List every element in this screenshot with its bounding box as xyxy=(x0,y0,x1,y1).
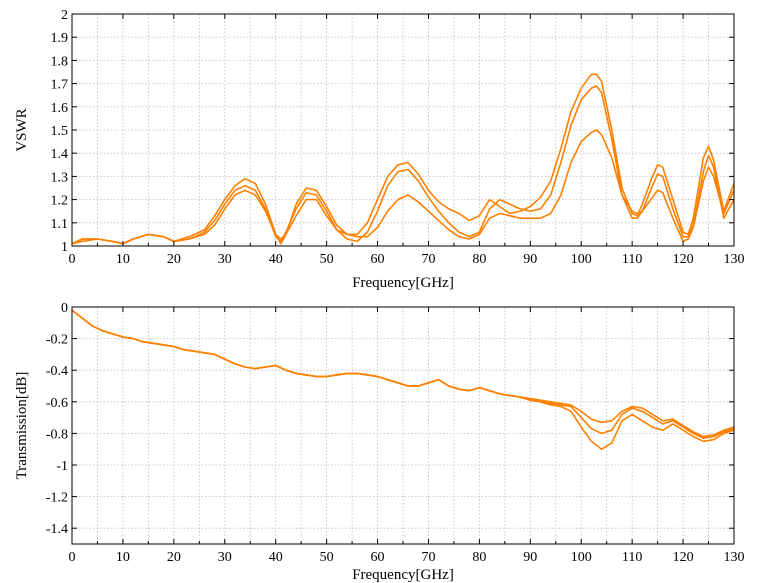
vswr-y-tick-label: 1 xyxy=(61,240,68,255)
vswr-x-tick-label: 60 xyxy=(371,252,385,267)
vswr-series-line-1 xyxy=(71,73,735,245)
transmission-x-tick-label: 120 xyxy=(673,550,694,565)
vswr-y-tick-label: 1.3 xyxy=(51,170,69,185)
vswr-y-tick-label: 1.4 xyxy=(51,147,69,162)
transmission-y-tick-label: -0.8 xyxy=(46,427,68,442)
transmission-series-line-1 xyxy=(71,309,735,450)
transmission-x-tick-label: 70 xyxy=(421,550,435,565)
vswr-series-line-2 xyxy=(71,85,735,245)
vswr-x-tick-label: 70 xyxy=(421,252,435,267)
vswr-x-tick-label: 20 xyxy=(167,252,181,267)
transmission-x-tick-label: 30 xyxy=(218,550,232,565)
transmission-y-tick-label: -0.6 xyxy=(46,396,68,411)
transmission-x-tick-label: 90 xyxy=(523,550,537,565)
vswr-x-tick-label: 120 xyxy=(673,252,694,267)
vswr-series-line-3 xyxy=(71,129,735,245)
transmission-x-tick-label: 60 xyxy=(371,550,385,565)
vswr-x-tick-label: 30 xyxy=(218,252,232,267)
transmission-x-tick-label: 110 xyxy=(622,550,642,565)
transmission-y-tick-label: -1 xyxy=(56,459,68,474)
vswr-y-tick-label: 1.5 xyxy=(51,124,69,139)
vswr-x-axis-label: Frequency[GHz] xyxy=(352,275,454,291)
vswr-x-tick-label: 110 xyxy=(622,252,642,267)
transmission-x-tick-label: 100 xyxy=(571,550,592,565)
transmission-y-axis-label: Transmission[dB] xyxy=(14,372,30,480)
transmission-x-axis-label: Frequency[GHz] xyxy=(352,567,454,583)
vswr-y-tick-label: 1.7 xyxy=(51,78,69,93)
vswr-x-tick-label: 0 xyxy=(69,252,76,267)
vswr-y-tick-label: 2 xyxy=(61,8,68,23)
vswr-chart: 0 10 20 30 40 50 60 70 80 90 100 110 120 130 1 1.1 1.2 1.… xyxy=(14,8,745,291)
vswr-y-axis-label: VSWR xyxy=(14,108,30,151)
vswr-x-tick-label: 90 xyxy=(523,252,537,267)
transmission-y-tick-label: -1.4 xyxy=(46,522,68,537)
vswr-x-tick-label: 10 xyxy=(116,252,130,267)
vswr-y-tick-label: 1.2 xyxy=(51,194,69,209)
vswr-x-tick-label: 40 xyxy=(269,252,283,267)
vswr-y-tick-label: 1.9 xyxy=(51,31,69,46)
transmission-y-tick-label: -0.4 xyxy=(46,364,68,379)
vswr-x-tick-label: 100 xyxy=(571,252,592,267)
transmission-x-tick-label: 50 xyxy=(320,550,334,565)
transmission-x-tick-label: 20 xyxy=(167,550,181,565)
transmission-x-tick-label: 0 xyxy=(69,550,76,565)
transmission-series-line-3 xyxy=(71,309,735,438)
transmission-x-tick-label: 40 xyxy=(269,550,283,565)
transmission-y-tick-label: -1.2 xyxy=(46,491,68,506)
transmission-y-tick-label: 0 xyxy=(61,301,68,316)
transmission-x-tick-label: 80 xyxy=(472,550,486,565)
vswr-y-tick-label: 1.6 xyxy=(51,101,69,116)
vswr-x-tick-label: 130 xyxy=(724,252,745,267)
vswr-y-tick-label: 1.8 xyxy=(51,54,69,69)
transmission-y-tick-label: -0.2 xyxy=(46,333,68,348)
transmission-x-tick-label: 10 xyxy=(116,550,130,565)
vswr-y-tick-label: 1.1 xyxy=(51,217,69,232)
vswr-x-tick-label: 50 xyxy=(320,252,334,267)
transmission-x-tick-label: 130 xyxy=(724,550,745,565)
transmission-chart: 0 10 20 30 40 50 60 70 80 90 100 110 120 130 0 -0.2 -0.4… xyxy=(14,301,745,583)
vswr-x-tick-label: 80 xyxy=(472,252,486,267)
